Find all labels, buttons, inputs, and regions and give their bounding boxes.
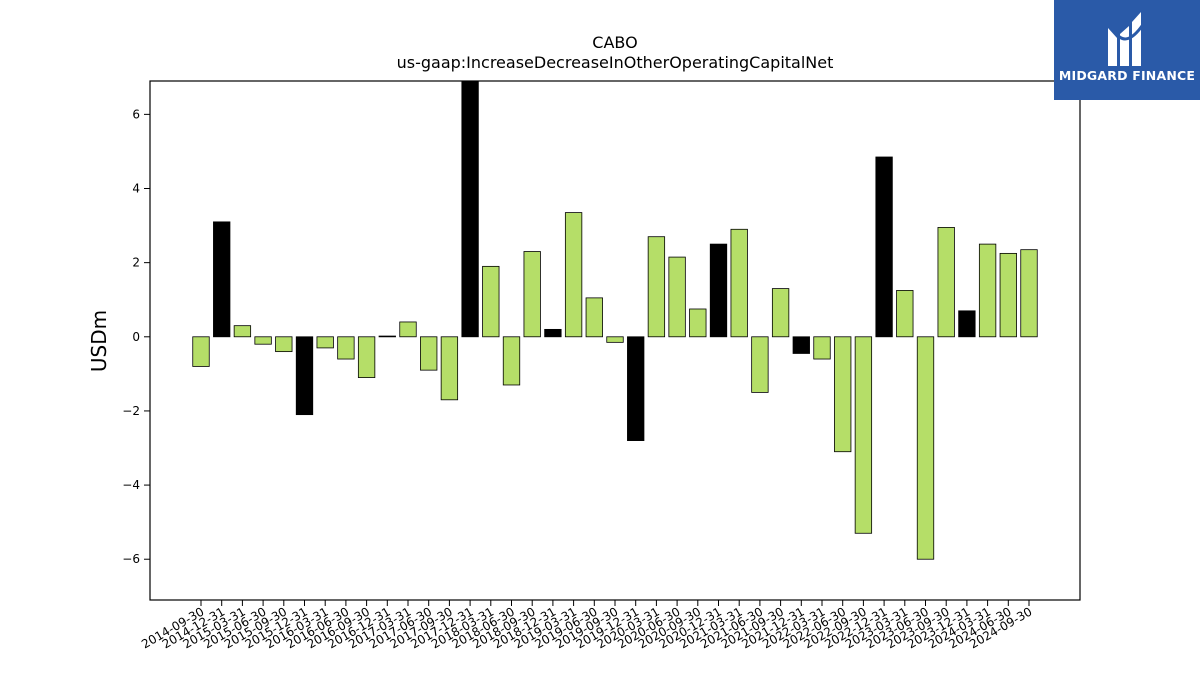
bar-2016-06-30 [337, 336, 355, 360]
bar-2022-12-31 [875, 156, 893, 338]
y-axis: −6 −4 −2 0 2 4 6 [122, 107, 150, 566]
bar-2024-09-30 [1020, 249, 1038, 338]
bar-2021-06-30 [751, 336, 769, 393]
bar-2023-03-31 [896, 290, 914, 338]
bar-2019-09-30 [606, 336, 624, 343]
x-axis: 2014-09-302014-12-312015-03-312015-06-30… [139, 600, 1035, 651]
brand-logo: MIDGARD FINANCE [1054, 0, 1200, 100]
bar-2021-12-31 [792, 336, 810, 354]
y-tick-label: 0 [132, 330, 140, 344]
y-tick-label: −4 [122, 478, 140, 492]
bar-2018-03-31 [482, 265, 500, 338]
bar-2017-03-31 [399, 321, 417, 338]
bars-group [192, 80, 1038, 560]
bar-2016-12-31 [378, 335, 396, 338]
y-tick-label: 2 [132, 256, 140, 270]
chart-subtitle: us-gaap:IncreaseDecreaseInOtherOperating… [397, 53, 834, 72]
y-tick-label: −6 [122, 552, 140, 566]
bar-2017-09-30 [440, 336, 459, 401]
bar-2019-06-30 [585, 297, 603, 338]
bar-2014-09-30 [192, 336, 210, 367]
bar-2022-03-31 [813, 336, 831, 360]
bar-2018-12-31 [544, 328, 562, 338]
bar-2015-03-31 [233, 325, 252, 338]
chart-title: CABO [592, 33, 637, 52]
plot-frame [149, 80, 1081, 601]
bar-2016-09-30 [357, 336, 376, 378]
bar-2017-12-31 [461, 80, 479, 338]
bar-2014-12-31 [213, 221, 231, 338]
brand-name: MIDGARD FINANCE [1058, 68, 1196, 83]
bar-2015-06-30 [254, 336, 272, 345]
bar-2018-09-30 [523, 251, 541, 338]
bar-2015-12-31 [295, 336, 314, 416]
bar-2024-03-31 [978, 243, 997, 338]
bar-2024-06-30 [999, 252, 1017, 338]
y-axis-label: USDm [87, 310, 111, 372]
bar-2020-03-31 [647, 236, 666, 338]
bar-2023-06-30 [916, 336, 935, 560]
bar-2020-09-30 [689, 308, 707, 338]
bar-2019-03-31 [564, 212, 583, 338]
bar-2022-06-30 [834, 336, 852, 453]
bar-2019-12-31 [627, 336, 645, 441]
midgard-logo-icon [1108, 12, 1148, 66]
bar-2017-06-30 [420, 336, 438, 371]
y-tick-label: −2 [122, 404, 140, 418]
bar-2020-12-31 [709, 243, 728, 338]
bar-2022-09-30 [854, 336, 873, 534]
bar-2023-09-30 [937, 227, 955, 338]
y-tick-label: 6 [132, 107, 140, 121]
bar-2021-09-30 [771, 288, 790, 338]
bar-2015-09-30 [275, 336, 293, 353]
bar-2021-03-31 [730, 228, 748, 338]
bar-2023-12-31 [958, 310, 976, 338]
bar-2016-03-31 [316, 336, 334, 349]
bar-2018-06-30 [502, 336, 521, 386]
y-tick-label: 4 [132, 182, 140, 196]
bar-2020-06-30 [668, 256, 686, 338]
